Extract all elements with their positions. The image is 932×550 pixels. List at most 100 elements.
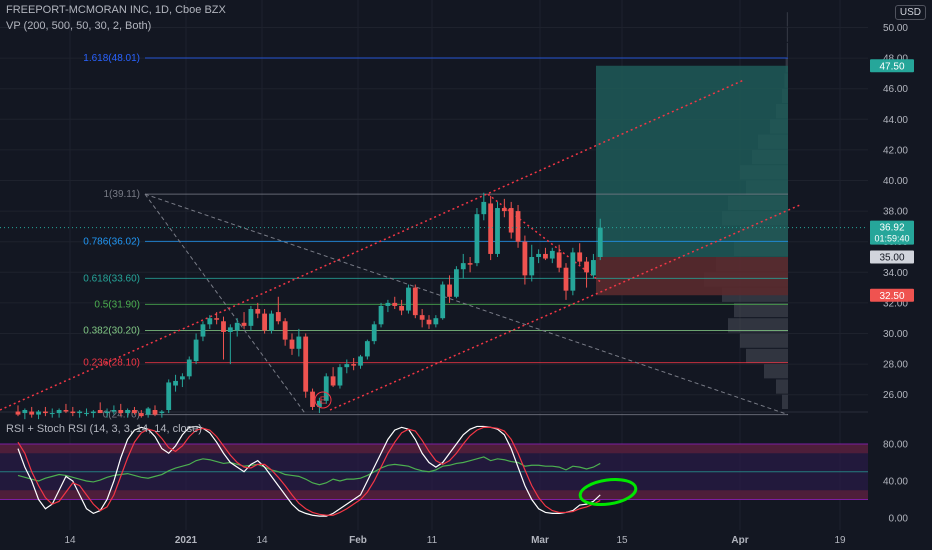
volume-profile-bar — [746, 348, 788, 364]
channel-lower-line — [329, 204, 801, 411]
candle-body — [474, 214, 480, 264]
candle-body — [296, 336, 302, 349]
candle-body — [241, 322, 247, 326]
fib-level-label: 0.786(36.02) — [83, 236, 140, 247]
candle-body — [200, 324, 206, 337]
candle-body — [522, 241, 528, 276]
candle-body — [406, 287, 411, 311]
candle-body — [419, 315, 425, 320]
fib-level-label: 0(24.70) — [103, 410, 140, 421]
candle-body — [186, 359, 192, 377]
candle-body — [56, 410, 62, 414]
fib-extension-line — [144, 193, 789, 416]
candle-body — [221, 321, 226, 332]
price-tag — [870, 288, 914, 302]
stoch-d-line — [17, 426, 601, 516]
fib-level-label: 1(39.11) — [103, 189, 140, 200]
volume-profile-bar — [782, 394, 788, 409]
rsi-axis-tick: 80.00 — [883, 440, 908, 451]
earnings-marker-label: E — [320, 396, 327, 407]
volume-profile-bar — [776, 379, 788, 394]
candle-body — [447, 284, 452, 297]
candle-body — [166, 382, 172, 410]
rsi-oversold-zone — [0, 490, 868, 500]
candle-body — [440, 284, 446, 319]
candle-body — [392, 302, 398, 306]
candle-body — [152, 410, 158, 415]
candle-body — [529, 257, 535, 276]
volume-profile-bar — [740, 333, 788, 348]
candle-body — [227, 327, 233, 332]
price-axis-tick: 28.00 — [883, 360, 908, 371]
rsi-axis-tick: 0.00 — [889, 514, 909, 525]
stoch-k-line — [17, 425, 601, 517]
time-axis-tick: 14 — [256, 535, 268, 546]
fib-level-label: 0.236(28.10) — [83, 358, 140, 369]
trend-line — [487, 193, 601, 283]
candle-body — [15, 411, 21, 415]
price-tag-label: 36.92 — [879, 223, 904, 234]
candle-body — [84, 413, 89, 415]
price-axis-tick: 26.00 — [883, 390, 908, 401]
candle-body — [262, 313, 267, 331]
candle-body — [570, 252, 576, 291]
candle-body — [22, 410, 28, 414]
candle-body — [317, 400, 322, 407]
candle-body — [385, 302, 391, 306]
time-axis-tick: Apr — [731, 535, 748, 546]
candle-body — [563, 267, 569, 291]
candle-body — [111, 410, 117, 412]
candle-body — [344, 364, 350, 368]
candle-body — [173, 380, 178, 386]
channel-upper-line — [0, 78, 746, 411]
price-axis-tick: 30.00 — [883, 329, 908, 340]
candle-body — [310, 391, 315, 407]
time-axis-tick: 11 — [427, 535, 438, 546]
currency-badge[interactable]: USD — [894, 5, 926, 20]
volume-profile-bar — [786, 12, 788, 27]
price-tag — [870, 250, 914, 264]
candle-body — [543, 253, 548, 259]
price-tag-label: 35.00 — [879, 253, 904, 264]
candle-body — [330, 376, 336, 386]
time-axis-tick: Feb — [349, 535, 367, 546]
volume-profile-bar — [785, 58, 788, 73]
candle-body — [399, 305, 404, 311]
candle-body — [501, 208, 507, 212]
candle-body — [577, 252, 583, 262]
candle-body — [255, 309, 261, 314]
candle-body — [289, 339, 295, 349]
candle-body — [70, 411, 76, 414]
candle-body — [214, 318, 220, 320]
candle-body — [454, 269, 459, 297]
price-axis-tick: 38.00 — [883, 207, 908, 218]
candle-body — [275, 312, 281, 322]
price-tag — [870, 59, 914, 73]
stop-zone — [596, 257, 788, 296]
price-axis-tick: 46.00 — [883, 84, 908, 95]
candle-body — [371, 324, 377, 342]
candle-body — [132, 410, 137, 414]
price-axis-tick: 40.00 — [883, 176, 908, 187]
candle-body — [63, 410, 69, 412]
candle-body — [358, 356, 363, 366]
target-zone — [596, 65, 788, 257]
candle-body — [481, 201, 487, 215]
time-axis-tick: Mar — [531, 535, 549, 546]
price-axis-tick: 48.00 — [883, 54, 908, 65]
candle-body — [536, 253, 541, 257]
price-axis-tick: 44.00 — [883, 115, 908, 126]
rsi-overbought-zone — [0, 444, 868, 454]
rsi-indicator-label: RSI + Stoch RSI (14, 3, 3, 14, 14, close… — [6, 423, 202, 435]
rsi-axis-tick: 40.00 — [883, 477, 908, 488]
price-tag-countdown: 01:59:40 — [874, 234, 909, 244]
candle-body — [248, 309, 254, 326]
candle-body — [269, 313, 274, 331]
candle-body — [234, 322, 240, 331]
price-tag-label: 47.50 — [879, 61, 904, 72]
time-axis-tick: 19 — [834, 535, 846, 546]
price-axis-tick: 34.00 — [883, 268, 908, 279]
candle-body — [193, 339, 199, 362]
candle-body — [556, 252, 562, 268]
